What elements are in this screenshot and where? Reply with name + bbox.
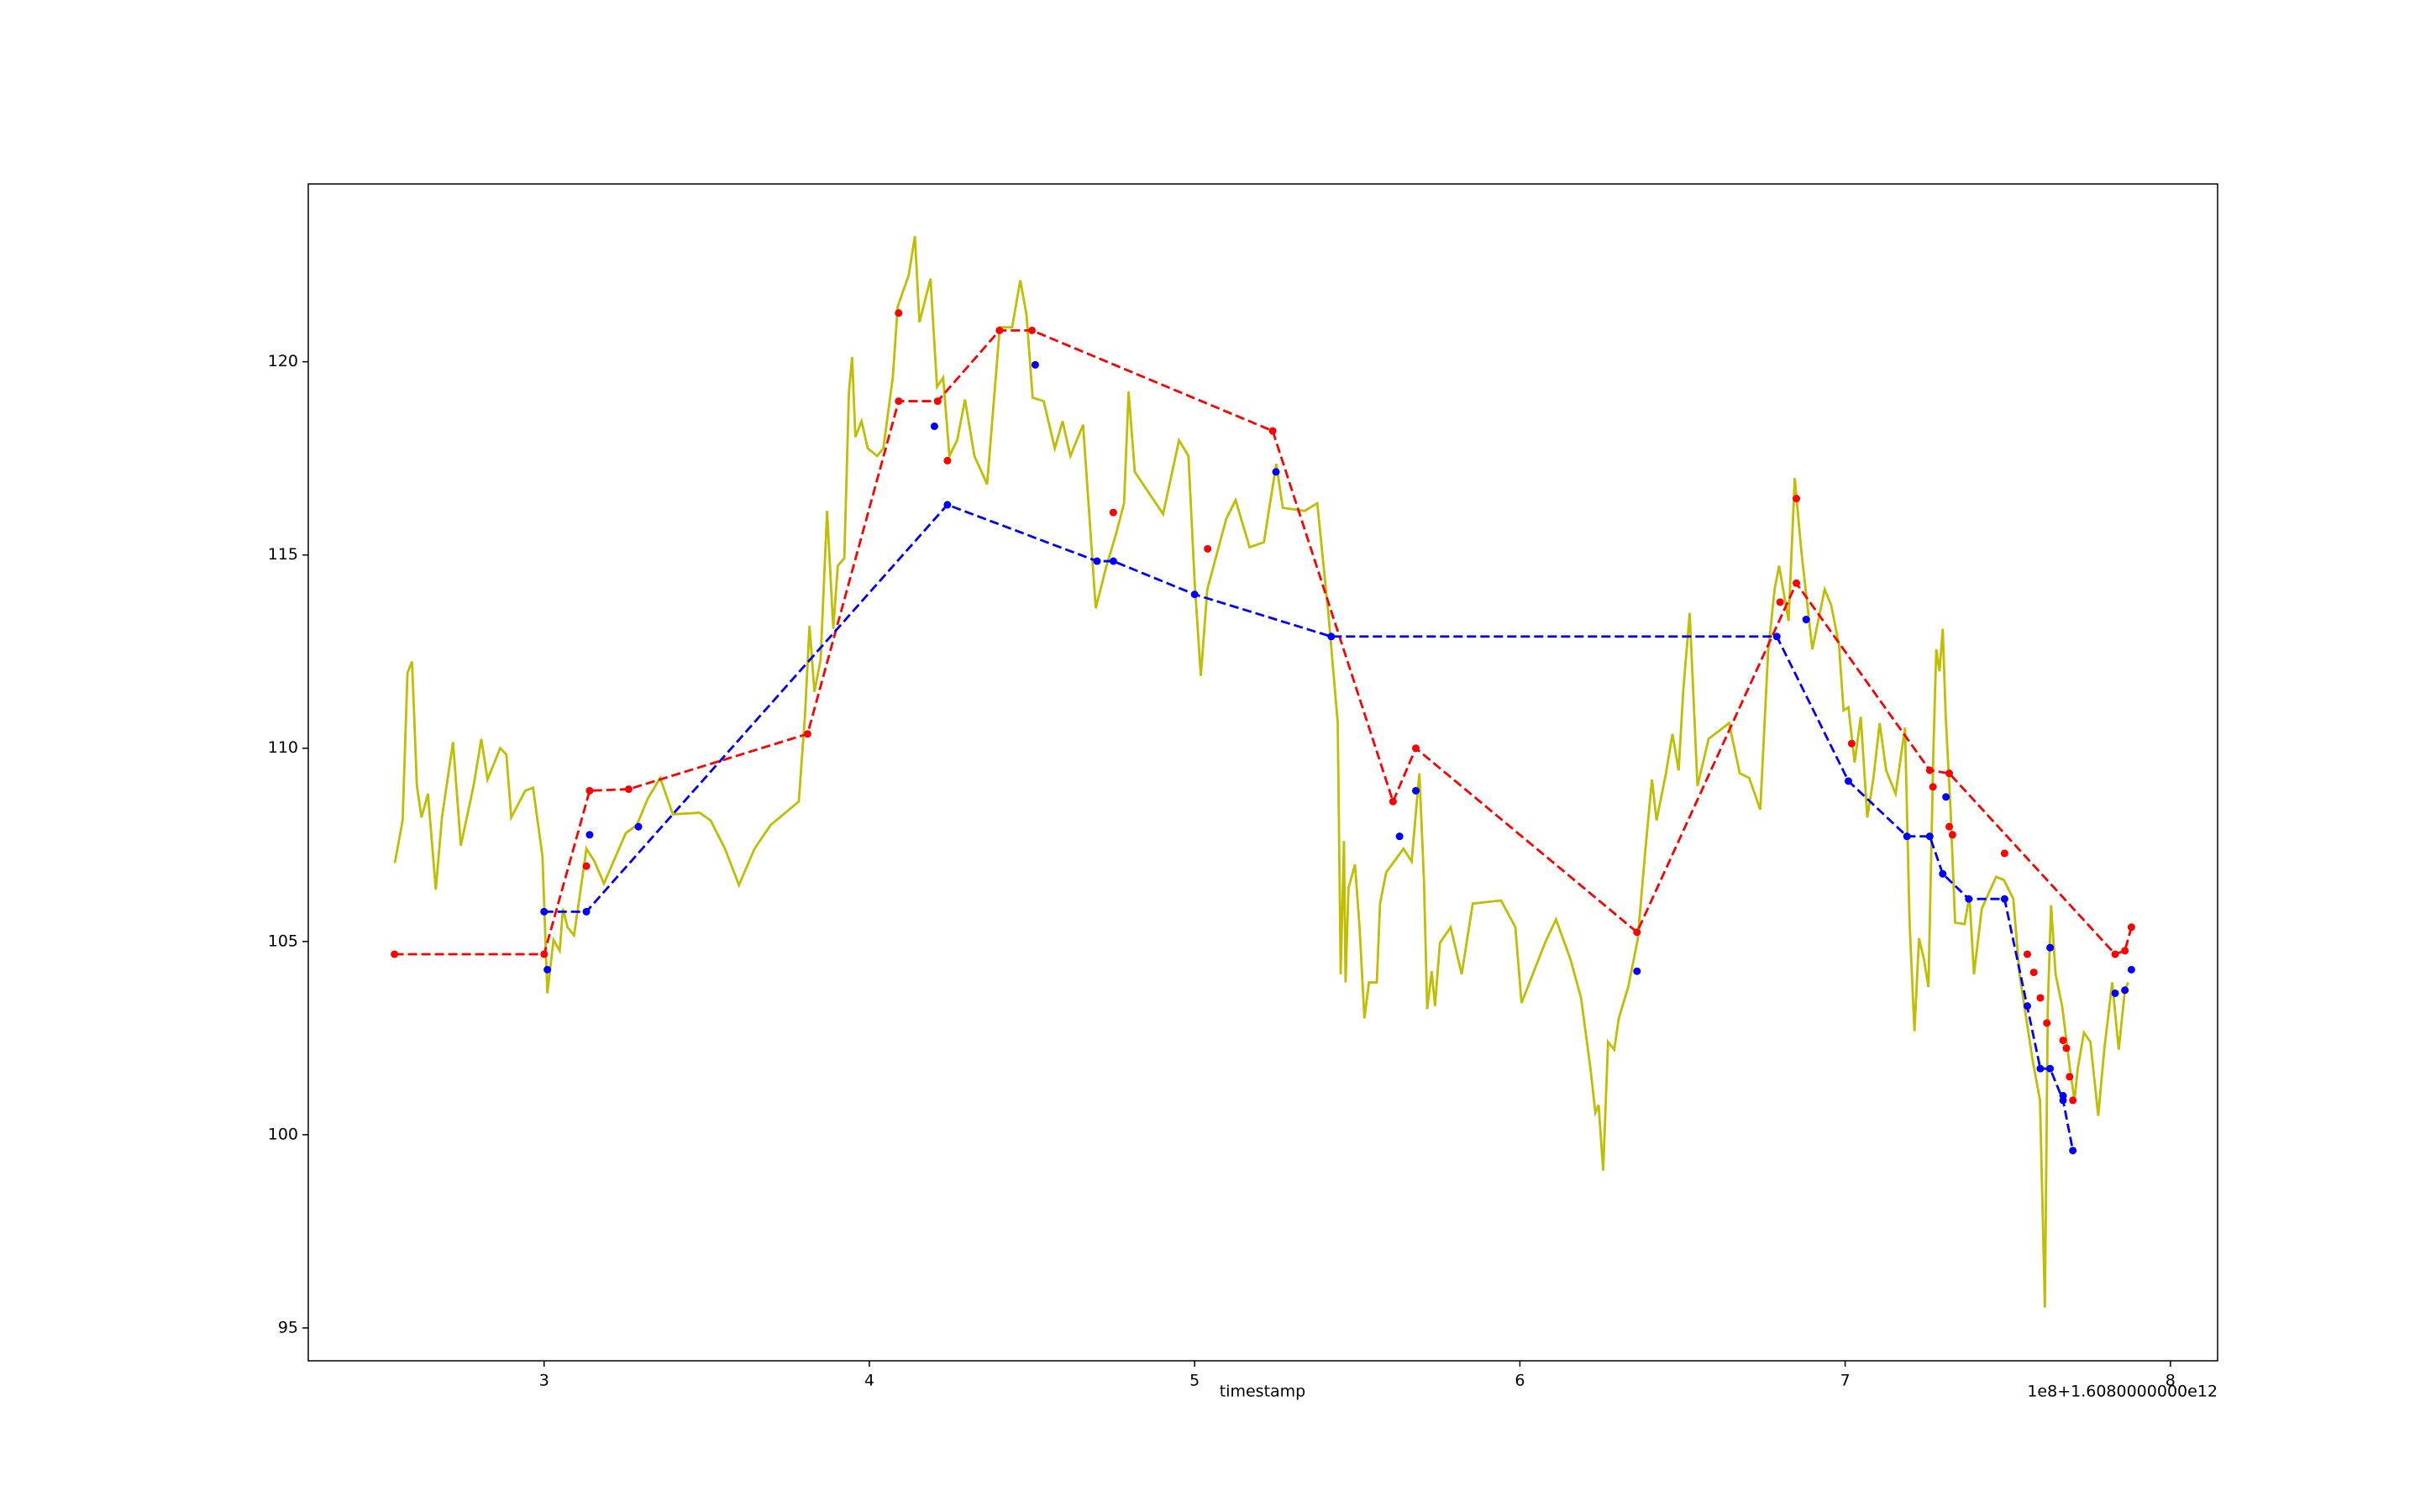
data-point: [1965, 895, 1973, 903]
x-offset-label: 1e8+1.6080000000e12: [2027, 1383, 2218, 1401]
data-point: [1948, 831, 1956, 839]
data-point: [634, 822, 643, 831]
data-point: [2000, 895, 2008, 903]
data-point: [1939, 869, 1947, 878]
data-point: [1327, 633, 1336, 641]
y-tick-label: 105: [268, 932, 298, 950]
data-point: [943, 456, 952, 465]
data-point: [2111, 989, 2119, 997]
data-point: [2059, 1091, 2067, 1100]
data-point: [803, 730, 811, 738]
data-point: [2029, 969, 2038, 977]
data-point: [2046, 1064, 2055, 1073]
data-point: [391, 950, 399, 958]
data-point: [895, 309, 903, 318]
y-tick-label: 100: [268, 1125, 298, 1143]
data-point: [2043, 1019, 2051, 1027]
data-point: [2069, 1096, 2077, 1105]
data-point: [1929, 783, 1937, 791]
x-tick-label: 4: [864, 1372, 874, 1390]
data-point: [1411, 744, 1420, 753]
data-point: [2000, 849, 2008, 858]
data-point: [585, 831, 594, 839]
data-point: [582, 862, 591, 870]
data-point: [2023, 1002, 2031, 1011]
y-tick-label: 115: [268, 545, 298, 564]
data-point: [1109, 557, 1117, 565]
data-point: [1633, 967, 1641, 975]
data-point: [624, 785, 633, 794]
x-tick-label: 6: [1515, 1372, 1525, 1390]
data-point: [1411, 786, 1420, 795]
data-point: [2036, 994, 2045, 1002]
y-tick-label: 110: [268, 738, 298, 757]
data-point: [2062, 1044, 2071, 1053]
data-point: [2023, 950, 2031, 958]
data-point: [1945, 769, 1954, 778]
data-point: [540, 950, 549, 958]
data-point: [1925, 832, 1934, 841]
y-tick-label: 120: [268, 352, 298, 370]
y-tick-label: 95: [278, 1318, 298, 1336]
data-point: [1793, 579, 1801, 587]
data-point: [582, 907, 591, 916]
series-line: [393, 235, 2129, 1308]
x-tick-label: 8: [2166, 1372, 2176, 1390]
data-point: [2121, 947, 2129, 955]
data-point: [2036, 1064, 2045, 1073]
data-point: [1903, 832, 1911, 841]
data-point: [1845, 777, 1853, 785]
data-point: [2127, 965, 2135, 974]
data-point: [895, 397, 903, 406]
data-point: [943, 501, 952, 509]
data-point: [1802, 616, 1810, 624]
data-point: [995, 326, 1004, 334]
plot-frame: [307, 183, 2218, 1362]
data-point: [540, 907, 549, 916]
data-point: [2059, 1037, 2067, 1045]
data-point: [1772, 633, 1781, 641]
data-point: [1776, 598, 1784, 606]
x-tick-label: 3: [539, 1372, 549, 1390]
x-tick-label: 5: [1189, 1372, 1200, 1390]
data-point: [2121, 986, 2129, 995]
data-point: [1190, 591, 1199, 599]
data-point: [933, 397, 942, 406]
data-point: [2127, 923, 2135, 932]
data-point: [1793, 495, 1801, 503]
data-point: [585, 786, 594, 795]
data-point: [930, 422, 938, 430]
data-point: [1272, 468, 1280, 476]
x-axis-label: timestamp: [1220, 1383, 1306, 1401]
data-point: [1942, 793, 1950, 801]
data-point: [1633, 928, 1641, 937]
data-point: [1395, 832, 1404, 841]
data-point: [543, 965, 552, 974]
data-point: [2069, 1147, 2077, 1155]
data-point: [1847, 739, 1856, 748]
data-point: [2066, 1073, 2074, 1081]
data-point: [2046, 943, 2055, 952]
data-point: [1093, 557, 1101, 565]
x-tick-label: 7: [1840, 1372, 1851, 1390]
data-point: [1204, 544, 1212, 553]
data-point: [1945, 822, 1954, 831]
data-point: [1268, 427, 1277, 435]
data-point: [2111, 950, 2119, 958]
data-point: [1389, 797, 1397, 806]
data-point: [1028, 326, 1037, 334]
data-point: [1109, 508, 1117, 517]
data-point: [1031, 360, 1039, 369]
data-point: [1925, 766, 1934, 774]
